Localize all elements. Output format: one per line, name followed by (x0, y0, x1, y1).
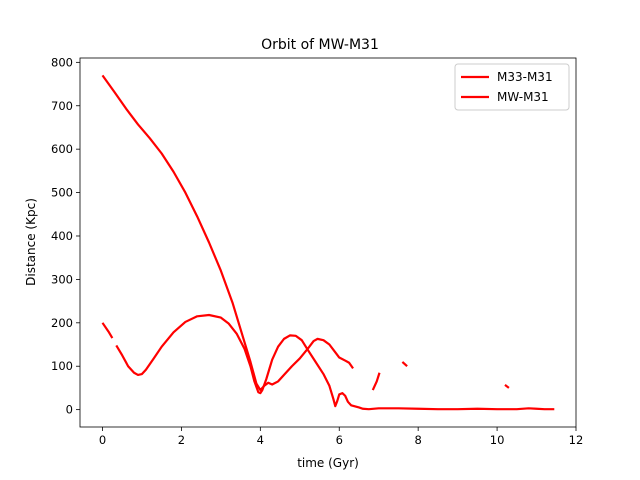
series-line-1-segment-2 (401, 361, 408, 368)
series-line-0-segment-1 (115, 313, 555, 411)
x-axis-label: time (Gyr) (297, 456, 359, 470)
series-line-1-segment-0 (101, 74, 354, 392)
y-tick-label: 500 (51, 186, 73, 200)
y-tick-label: 300 (51, 272, 73, 286)
y-tick-label: 400 (51, 229, 73, 243)
y-axis: 0 100 200 300 400 500 600 700 800 (51, 55, 80, 417)
series-line-0-segment-0 (101, 322, 114, 339)
x-axis: 0 2 4 6 8 10 12 (99, 427, 583, 447)
y-tick-label: 100 (51, 359, 73, 373)
x-tick-label: 8 (414, 433, 421, 447)
legend: M33-M31 MW-M31 (454, 63, 570, 111)
x-tick-label: 2 (178, 433, 185, 447)
x-tick-label: 12 (569, 433, 584, 447)
x-tick-label: 10 (490, 433, 505, 447)
y-tick-label: 800 (51, 55, 73, 69)
y-tick-label: 0 (66, 403, 73, 417)
legend-box (454, 63, 570, 111)
y-tick-label: 700 (51, 99, 73, 113)
chart-title: Orbit of MW-M31 (261, 37, 379, 53)
series-line-1-segment-3 (504, 384, 510, 389)
x-tick-label: 4 (257, 433, 264, 447)
series-line-1-segment-1 (371, 372, 381, 391)
series-lines (101, 74, 555, 411)
legend-entry-label: M33-M31 (497, 70, 553, 84)
x-tick-label: 0 (99, 433, 106, 447)
y-tick-label: 600 (51, 142, 73, 156)
legend-entry-label: MW-M31 (497, 90, 549, 104)
plot-area (79, 57, 577, 428)
y-tick-label: 200 (51, 316, 73, 330)
x-tick-label: 6 (336, 433, 343, 447)
y-axis-label: Distance (Kpc) (24, 198, 38, 286)
